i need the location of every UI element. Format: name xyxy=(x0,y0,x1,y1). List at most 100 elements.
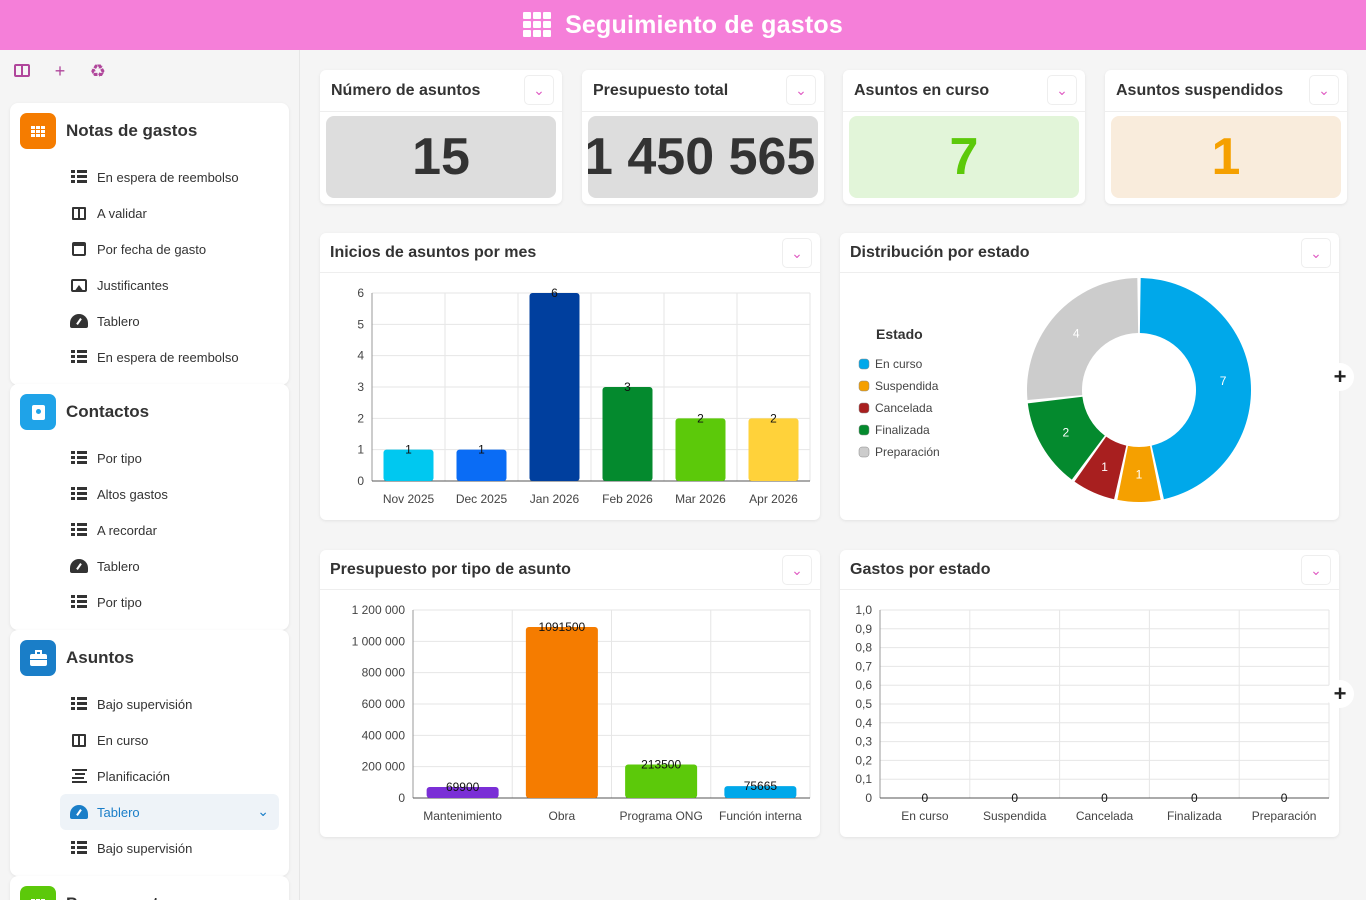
bar[interactable] xyxy=(525,626,598,798)
sidebar-item[interactable]: Planificación xyxy=(10,758,289,794)
sidebar-item[interactable]: Bajo supervisión xyxy=(10,830,289,866)
toggle-columns-button[interactable] xyxy=(12,61,32,81)
bar[interactable] xyxy=(748,418,799,481)
card-title: Inicios de asuntos por mes xyxy=(320,233,820,273)
sidebar-panel: Presupuestos xyxy=(10,876,289,900)
add-button[interactable]: + xyxy=(50,61,70,81)
y-tick-label: 200 000 xyxy=(362,760,406,774)
legend-label[interactable]: En curso xyxy=(875,357,923,371)
sidebar-item[interactable]: Altos gastos xyxy=(10,476,289,512)
sidebar-item-label: Por fecha de gasto xyxy=(97,241,207,257)
legend-label[interactable]: Cancelada xyxy=(875,401,933,415)
sidebar-item-label: A validar xyxy=(97,205,147,221)
add-widget-button[interactable]: + xyxy=(1326,680,1354,708)
kpi-card: Asuntos suspendidos ⌄ 1 xyxy=(1105,70,1347,204)
sidebar-item[interactable]: Justificantes xyxy=(10,267,289,303)
legend-swatch xyxy=(858,446,870,458)
table-icon xyxy=(70,696,88,712)
sidebar-panel-title: Asuntos xyxy=(66,648,134,667)
sidebar-item[interactable]: Por tipo xyxy=(10,440,289,476)
sidebar-item-label: A recordar xyxy=(97,522,157,538)
bar[interactable] xyxy=(625,764,698,798)
sidebar-item-label: Por tipo xyxy=(97,450,142,466)
card-title: Presupuesto por tipo de asunto xyxy=(320,550,820,590)
x-tick-label: Preparación xyxy=(1252,809,1317,823)
data-label: 0 xyxy=(1101,791,1108,805)
sidebar-panel-header[interactable]: Presupuestos xyxy=(10,876,289,900)
briefcase-icon xyxy=(29,649,47,666)
sidebar-item[interactable]: En espera de reembolso xyxy=(10,159,289,195)
legend-label[interactable]: Finalizada xyxy=(875,423,930,437)
x-tick-label: Finalizada xyxy=(1167,809,1222,823)
sidebar-item[interactable]: Por tipo xyxy=(10,584,289,620)
sidebar-item-label: Tablero xyxy=(97,804,140,820)
chevron-down-icon[interactable]: ⌄ xyxy=(257,803,269,819)
data-label: 1 xyxy=(405,443,412,457)
donut-slice[interactable] xyxy=(1117,445,1161,502)
slice-label: 1 xyxy=(1136,468,1143,482)
bar[interactable] xyxy=(529,293,580,481)
kpi-menu-button[interactable]: ⌄ xyxy=(1309,75,1339,105)
add-widget-button[interactable]: + xyxy=(1326,363,1354,391)
y-tick-label: 0,4 xyxy=(855,716,872,730)
kpi-menu-button[interactable]: ⌄ xyxy=(1047,75,1077,105)
kpi-value-box: 15 xyxy=(326,116,556,198)
sidebar-item[interactable]: A validar xyxy=(10,195,289,231)
chevron-down-icon: ⌄ xyxy=(1310,244,1322,261)
recycle-button[interactable]: ♻ xyxy=(88,61,108,81)
sidebar-panel: Notas de gastos En espera de reembolso A v… xyxy=(10,103,289,385)
sidebar-item[interactable]: Por fecha de gasto xyxy=(10,231,289,267)
bar[interactable] xyxy=(426,787,499,798)
sidebar-item[interactable]: Tablero xyxy=(10,548,289,584)
sidebar-item[interactable]: En espera de reembolso xyxy=(10,339,289,375)
bar[interactable] xyxy=(602,387,653,481)
bar[interactable] xyxy=(383,449,434,481)
chevron-down-icon: ⌄ xyxy=(533,81,545,98)
sidebar-item[interactable]: Tablero xyxy=(10,303,289,339)
data-label: 69900 xyxy=(446,780,480,794)
chevron-down-icon: ⌄ xyxy=(1056,81,1068,98)
slice-label: 2 xyxy=(1062,425,1069,439)
x-tick-label: Suspendida xyxy=(983,809,1047,823)
y-tick-label: 5 xyxy=(357,317,364,331)
data-label: 0 xyxy=(922,791,929,805)
kpi-menu-button[interactable]: ⌄ xyxy=(786,75,816,105)
sidebar-item[interactable]: Bajo supervisión xyxy=(10,686,289,722)
donut-slice[interactable] xyxy=(1027,396,1105,480)
chevron-down-icon: ⌄ xyxy=(795,81,807,98)
sidebar-item-label: En curso xyxy=(97,732,149,748)
card-spend-by-status: Gastos por estado ⌄ 0 0,1 0,2 0,3 0,4 0,5 0,6 0… xyxy=(840,550,1339,837)
y-tick-label: 0,2 xyxy=(855,753,872,767)
app-title: Seguimiento de gastos xyxy=(565,10,843,39)
sidebar-item[interactable]: En curso xyxy=(10,722,289,758)
sidebar-item[interactable]: A recordar xyxy=(10,512,289,548)
donut-slice[interactable] xyxy=(1139,278,1252,500)
card-menu-button[interactable]: ⌄ xyxy=(782,238,812,268)
card-menu-button[interactable]: ⌄ xyxy=(782,555,812,585)
y-tick-label: 1 200 000 xyxy=(352,603,406,617)
top-bar: Seguimiento de gastos xyxy=(0,0,1366,50)
data-label: 0 xyxy=(1011,791,1018,805)
card-menu-button[interactable]: ⌄ xyxy=(1301,238,1331,268)
data-label: 75665 xyxy=(744,779,778,793)
bar[interactable] xyxy=(724,786,797,798)
y-tick-label: 0,3 xyxy=(855,735,872,749)
y-tick-label: 600 000 xyxy=(362,697,406,711)
legend-label[interactable]: Suspendida xyxy=(875,379,939,393)
card-menu-button[interactable]: ⌄ xyxy=(1301,555,1331,585)
bar[interactable] xyxy=(456,449,507,481)
sidebar-item-label: Justificantes xyxy=(97,277,169,293)
bar[interactable] xyxy=(675,418,726,481)
kpi-menu-button[interactable]: ⌄ xyxy=(524,75,554,105)
legend-swatch xyxy=(858,380,870,392)
sidebar-panel-header[interactable]: Asuntos xyxy=(10,630,289,686)
spend-bar-chart: 0 0,1 0,2 0,3 0,4 0,5 0,6 0,7 0,8 0,9 1,0 0 En curso… xyxy=(855,603,1330,823)
donut-slice[interactable] xyxy=(1074,436,1127,500)
donut-slice[interactable] xyxy=(1027,278,1139,401)
sidebar-item[interactable]: Tablero ⌄ xyxy=(60,794,279,830)
y-tick-label: 0 xyxy=(398,791,405,805)
grid xyxy=(879,609,1330,799)
sidebar-panel-header[interactable]: Contactos xyxy=(10,384,289,440)
legend-label[interactable]: Preparación xyxy=(875,445,940,459)
sidebar-panel-header[interactable]: Notas de gastos xyxy=(10,103,289,159)
